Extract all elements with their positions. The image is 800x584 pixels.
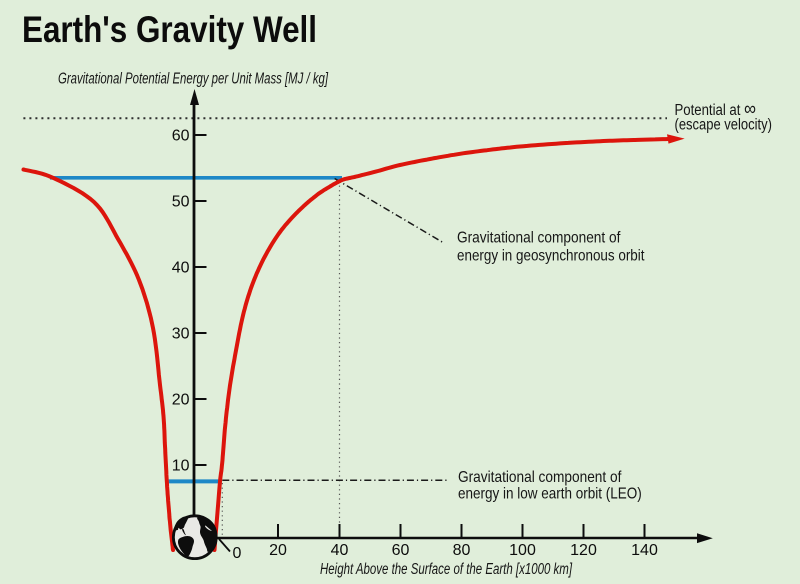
svg-text:Gravitational component of: Gravitational component of <box>458 469 622 486</box>
svg-text:energy in low earth orbit (LEO: energy in low earth orbit (LEO) <box>458 485 642 502</box>
svg-text:60: 60 <box>392 542 410 559</box>
svg-text:20: 20 <box>269 542 287 559</box>
svg-text:10: 10 <box>172 458 190 475</box>
svg-text:80: 80 <box>453 542 471 559</box>
svg-text:60: 60 <box>172 128 190 145</box>
svg-text:50: 50 <box>172 194 190 211</box>
svg-text:Gravitational Potential Energy: Gravitational Potential Energy per Unit … <box>58 70 329 87</box>
svg-text:energy in geosynchronous orbit: energy in geosynchronous orbit <box>457 247 645 264</box>
svg-text:20: 20 <box>172 392 190 409</box>
svg-text:40: 40 <box>172 260 190 277</box>
svg-text:120: 120 <box>570 542 597 559</box>
svg-text:40: 40 <box>331 542 349 559</box>
svg-text:30: 30 <box>172 326 190 343</box>
svg-text:Height Above the Surface of th: Height Above the Surface of the Earth [x… <box>320 561 573 578</box>
svg-text:(escape velocity): (escape velocity) <box>675 117 772 134</box>
svg-text:Potential at ∞: Potential at ∞ <box>675 98 757 120</box>
svg-text:Earth's Gravity Well: Earth's Gravity Well <box>22 8 317 50</box>
svg-text:0: 0 <box>233 545 242 562</box>
svg-text:140: 140 <box>631 542 658 559</box>
svg-text:100: 100 <box>509 542 536 559</box>
svg-text:Gravitational component of: Gravitational component of <box>457 229 621 246</box>
